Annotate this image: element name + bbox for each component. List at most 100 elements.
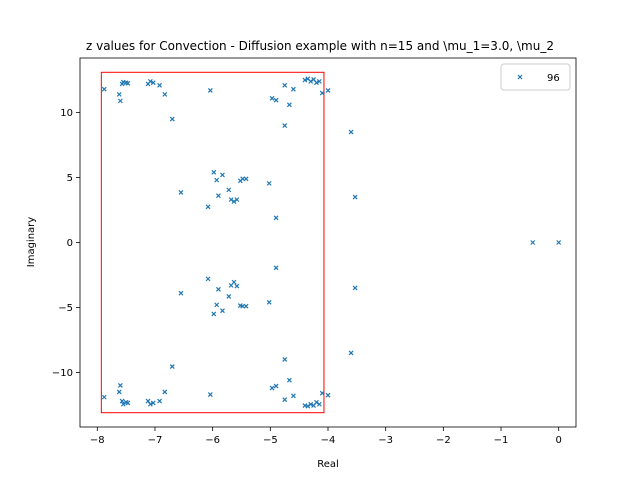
y-tick-label: −5 <box>58 303 73 314</box>
data-point <box>117 382 123 388</box>
data-point <box>273 265 279 271</box>
data-point <box>120 401 126 407</box>
data-point <box>147 78 153 84</box>
data-point <box>125 80 131 86</box>
x-tick-label: −4 <box>321 435 336 446</box>
data-point <box>226 187 232 193</box>
x-tick-label: −5 <box>263 435 278 446</box>
data-point <box>205 276 211 282</box>
data-point <box>282 357 288 362</box>
data-point <box>348 350 354 356</box>
data-point <box>119 398 125 404</box>
data-point <box>273 383 279 389</box>
data-point <box>231 279 237 285</box>
data-point <box>178 190 184 195</box>
data-point <box>325 392 331 398</box>
y-axis-ticks: −10 −5 0 5 10 <box>52 108 80 379</box>
legend-marker <box>517 74 523 80</box>
y-tick-label: 10 <box>60 108 73 119</box>
data-point <box>125 400 131 406</box>
data-point <box>226 293 232 299</box>
x-tick-label: −8 <box>90 435 105 446</box>
data-point <box>101 394 107 400</box>
data-point <box>211 169 217 175</box>
data-point <box>178 290 184 296</box>
x-tick-label: −2 <box>436 435 451 446</box>
data-point <box>316 401 322 407</box>
data-point <box>556 240 562 245</box>
legend-label: 96 <box>547 73 560 84</box>
data-point <box>116 91 122 97</box>
data-point <box>530 240 536 245</box>
data-point <box>316 78 322 84</box>
data-point <box>116 389 122 395</box>
data-point <box>228 197 234 203</box>
data-point <box>269 95 275 101</box>
data-point <box>231 199 237 204</box>
y-tick-label: 5 <box>67 173 73 184</box>
data-point <box>207 392 213 397</box>
data-point <box>273 97 279 103</box>
data-point <box>282 397 288 403</box>
data-point <box>214 302 220 308</box>
data-point <box>150 400 156 406</box>
data-point <box>169 364 175 370</box>
data-point <box>243 303 249 309</box>
data-point <box>205 204 211 210</box>
data-point <box>234 283 240 289</box>
x-axis-ticks: −8 −7 −6 −5 −4 −3 −2 −1 0 <box>90 427 562 446</box>
data-point <box>282 82 288 88</box>
x-axis-title: Real <box>317 459 339 470</box>
data-point <box>207 88 213 93</box>
data-point <box>290 86 296 92</box>
data-point <box>319 390 325 396</box>
data-point <box>269 385 275 391</box>
data-point <box>220 172 225 178</box>
data-point <box>147 401 153 407</box>
x-tick-label: −6 <box>205 435 220 446</box>
y-tick-label: −10 <box>52 368 73 379</box>
x-tick-label: −7 <box>148 435 163 446</box>
data-point <box>308 78 314 84</box>
data-point <box>282 123 288 128</box>
data-point <box>157 82 163 88</box>
data-point <box>145 398 151 404</box>
data-point <box>352 194 358 200</box>
data-point <box>117 98 123 104</box>
y-axis-title: Imaginary <box>26 217 37 268</box>
data-point <box>220 308 225 314</box>
data-point <box>319 90 325 96</box>
data-point <box>162 91 168 97</box>
x-tick-label: 0 <box>556 435 562 446</box>
data-point <box>215 193 221 199</box>
data-point <box>273 215 279 221</box>
legend-frame <box>500 63 571 91</box>
data-point <box>290 393 296 399</box>
data-point <box>169 116 175 122</box>
data-point <box>243 176 249 182</box>
y-tick-label: 0 <box>67 238 73 249</box>
data-point <box>157 398 163 404</box>
data-point <box>211 311 217 317</box>
data-point <box>266 180 272 186</box>
legend-marker-x <box>517 74 523 80</box>
data-point <box>234 197 240 203</box>
data-point <box>308 401 314 407</box>
data-point <box>305 403 311 409</box>
data-point <box>162 389 168 395</box>
data-point <box>101 86 107 92</box>
data-point <box>352 285 358 291</box>
highlight-box <box>100 71 325 414</box>
data-point <box>348 129 354 135</box>
data-point <box>150 80 156 86</box>
x-tick-label: −1 <box>494 435 509 446</box>
data-point <box>286 377 292 383</box>
plot-area <box>79 57 577 428</box>
data-point <box>215 286 221 292</box>
data-point <box>314 80 319 86</box>
data-point <box>266 299 272 305</box>
legend: 96 <box>500 63 571 91</box>
x-tick-label: −3 <box>378 435 393 446</box>
data-point <box>214 177 220 183</box>
